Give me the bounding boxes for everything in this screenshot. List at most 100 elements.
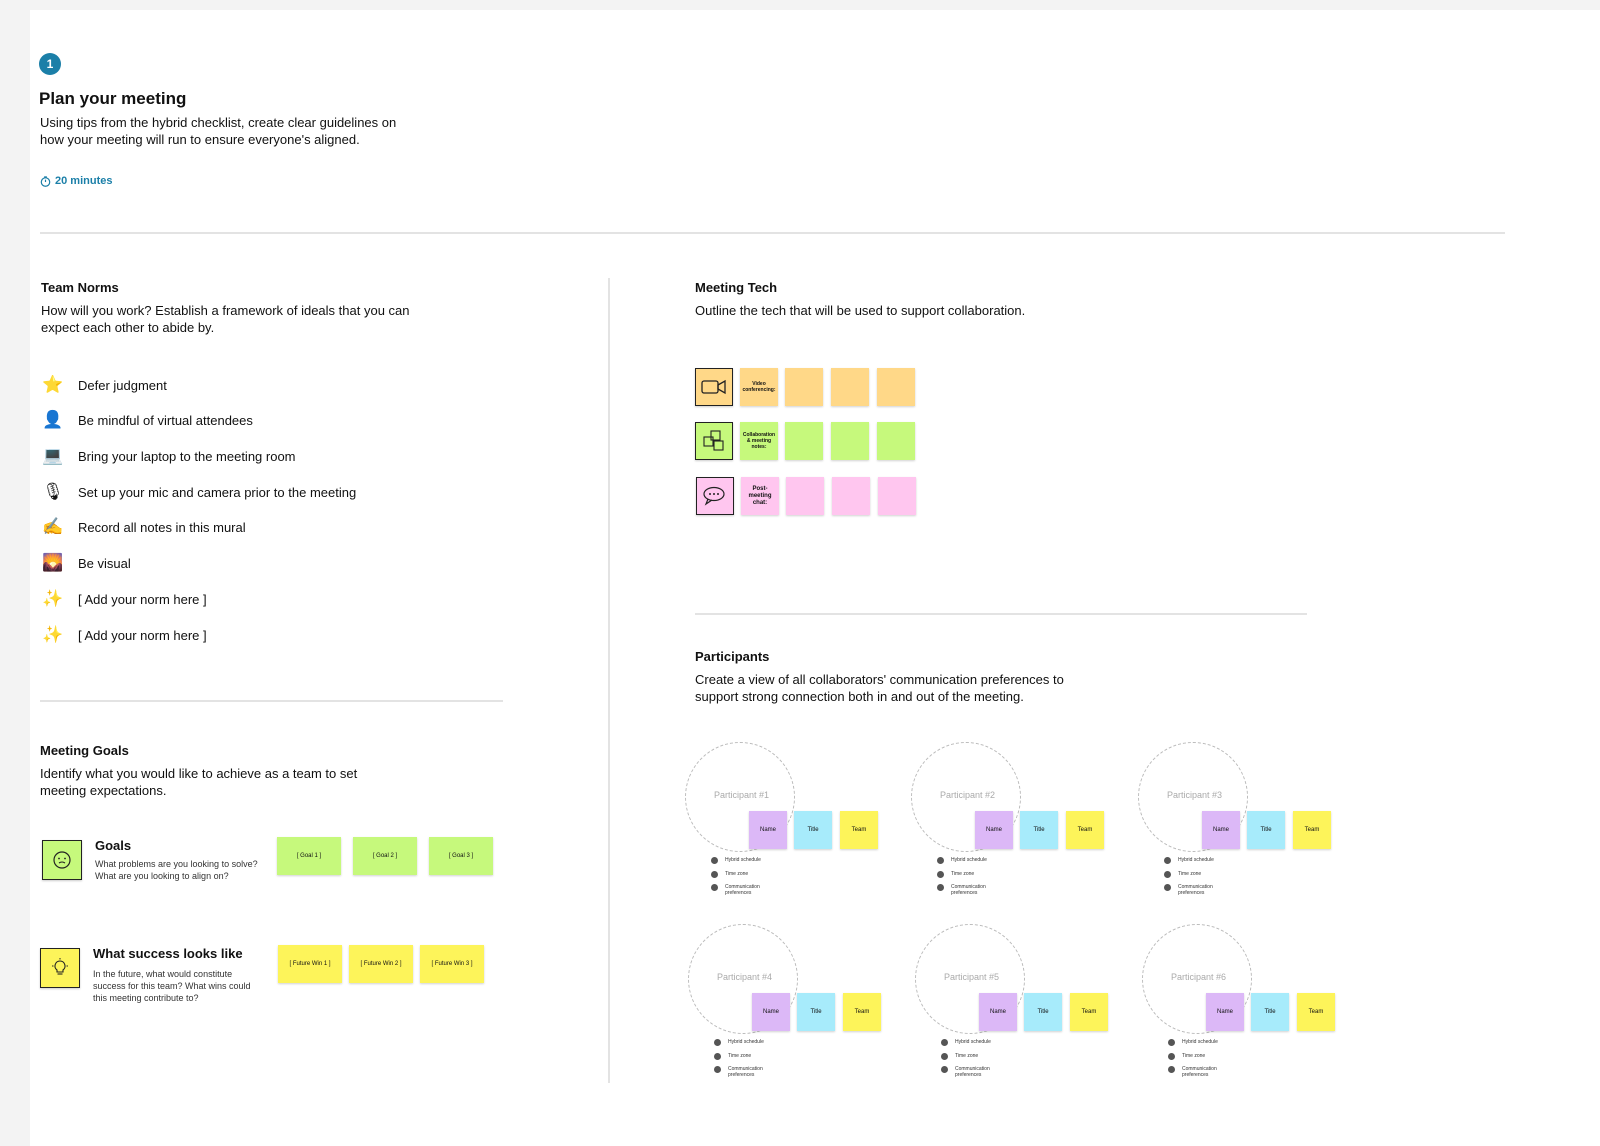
norm-item[interactable]: ✨ [ Add your norm here ] — [42, 588, 206, 610]
participant-title-sticky[interactable]: Title — [1020, 811, 1058, 849]
pref-communication: Communication preferences — [714, 1066, 766, 1078]
norm-item[interactable]: 💻 Bring your laptop to the meeting room — [42, 445, 295, 467]
page-title: Plan your meeting — [39, 89, 187, 108]
meeting-tech-title: Meeting Tech — [695, 280, 778, 295]
participant-name-text: Name — [1212, 826, 1229, 833]
tech-sticky[interactable] — [877, 368, 915, 406]
participant-team-sticky[interactable]: Team — [1293, 811, 1331, 849]
participant-team-text: Team — [1308, 1008, 1324, 1015]
calendar-icon — [1164, 857, 1171, 864]
goals-description: What problems are you looking to solve? … — [95, 859, 258, 881]
norm-label: Be visual — [78, 555, 131, 571]
success-icon-tile[interactable] — [40, 948, 80, 988]
participant-name-sticky[interactable]: Name — [1202, 811, 1240, 849]
mural-canvas[interactable]: 1 Plan your meeting Using tips from the … — [30, 10, 1600, 1146]
pref-communication-text: Communication preferences — [1182, 1066, 1217, 1078]
pref-timezone-text: Time zone — [951, 871, 975, 877]
participant-name-text: Name — [1216, 1008, 1233, 1015]
participant-title-sticky[interactable]: Title — [1247, 811, 1285, 849]
future-win-sticky[interactable]: [ Future Win 3 ] — [420, 945, 484, 983]
tech-label-sticky[interactable]: Video conferencing: — [740, 368, 778, 406]
norm-label: [ Add your norm here ] — [78, 627, 207, 643]
tech-sticky[interactable] — [877, 422, 915, 460]
tech-sticky[interactable] — [832, 477, 870, 515]
goals-icon-tile[interactable] — [42, 840, 82, 880]
pref-timezone-text: Time zone — [725, 871, 749, 877]
norm-label: Record all notes in this mural — [78, 519, 246, 535]
tech-label-sticky[interactable]: Collaboration & meeting notes: — [740, 422, 778, 460]
collaboration-icon — [703, 430, 724, 451]
tech-sticky[interactable] — [831, 368, 869, 406]
tech-label-sticky[interactable]: Post-meeting chat: — [741, 477, 779, 515]
team-norms-description-line-2: expect each other to abide by. — [41, 320, 215, 335]
tech-label-text: Collaboration & meeting notes: — [742, 432, 776, 450]
speech-icon — [937, 884, 944, 891]
norm-item[interactable]: ✨ [ Add your norm here ] — [42, 624, 207, 646]
globe-icon — [714, 1053, 721, 1060]
tech-sticky[interactable] — [785, 368, 823, 406]
participant-name-sticky[interactable]: Name — [979, 993, 1017, 1031]
participant-name-text: Name — [759, 826, 776, 833]
norm-item[interactable]: ✍ Record all notes in this mural — [42, 516, 246, 538]
participant-title-sticky[interactable]: Title — [1251, 993, 1289, 1031]
goal-sticky[interactable]: [ Goal 1 ] — [277, 837, 341, 875]
globe-icon — [941, 1053, 948, 1060]
participant-team-sticky[interactable]: Team — [1297, 993, 1335, 1031]
norm-item[interactable]: 🌄 Be visual — [42, 552, 131, 574]
participant-label: Participant #4 — [717, 972, 773, 982]
participant-title-sticky[interactable]: Title — [1024, 993, 1062, 1031]
pref-schedule-text: Hybrid schedule — [955, 1039, 991, 1045]
pref-communication-text: Communication preferences — [1178, 884, 1213, 896]
goal-sticky[interactable]: [ Goal 2 ] — [353, 837, 417, 875]
page-description-line-2: how your meeting will run to ensure ever… — [40, 132, 360, 147]
participant-title-sticky[interactable]: Title — [794, 811, 832, 849]
participant-title-text: Title — [807, 826, 819, 833]
tech-sticky[interactable] — [878, 477, 916, 515]
tech-sticky[interactable] — [831, 422, 869, 460]
norm-label: Be mindful of virtual attendees — [78, 412, 253, 428]
participant-name-sticky[interactable]: Name — [1206, 993, 1244, 1031]
future-win-sticky-text: [ Future Win 3 ] — [431, 960, 473, 967]
participant-name-sticky[interactable]: Name — [749, 811, 787, 849]
tech-sticky[interactable] — [786, 477, 824, 515]
participant-team-sticky[interactable]: Team — [1070, 993, 1108, 1031]
lightbulb-icon — [52, 958, 68, 975]
tech-sticky[interactable] — [785, 422, 823, 460]
participant-team-sticky[interactable]: Team — [1066, 811, 1104, 849]
participant-label: Participant #3 — [1167, 790, 1223, 800]
pref-schedule: Hybrid schedule — [714, 1039, 764, 1046]
step-badge: 1 — [39, 53, 61, 75]
success-title: What success looks like — [93, 946, 243, 961]
goal-sticky-text: [ Goal 2 ] — [372, 852, 398, 859]
participant-team-sticky[interactable]: Team — [840, 811, 878, 849]
participant-name-sticky[interactable]: Name — [752, 993, 790, 1031]
pref-communication: Communication preferences — [1168, 1066, 1220, 1078]
norm-item[interactable]: 👤 Be mindful of virtual attendees — [42, 409, 253, 431]
participant-avatar-circle — [915, 924, 1025, 1034]
participant-avatar-circle — [911, 742, 1021, 852]
pref-timezone-text: Time zone — [728, 1053, 752, 1059]
participants-description-line-1: Create a view of all collaborators' comm… — [695, 672, 1064, 687]
calendar-icon — [714, 1039, 721, 1046]
participant-team-text: Team — [1081, 1008, 1097, 1015]
future-win-sticky[interactable]: [ Future Win 1 ] — [278, 945, 342, 983]
calendar-icon — [941, 1039, 948, 1046]
video-camera-icon-tile[interactable] — [695, 368, 733, 406]
goal-sticky[interactable]: [ Goal 3 ] — [429, 837, 493, 875]
participant-name-sticky[interactable]: Name — [975, 811, 1013, 849]
participant-title-sticky[interactable]: Title — [797, 993, 835, 1031]
pref-timezone: Time zone — [937, 871, 974, 878]
pref-schedule: Hybrid schedule — [711, 857, 761, 864]
participant-label: Participant #2 — [940, 790, 996, 800]
pref-schedule-text: Hybrid schedule — [728, 1039, 764, 1045]
sparkles-icon: ✨ — [42, 589, 64, 608]
participant-team-sticky[interactable]: Team — [843, 993, 881, 1031]
norm-item[interactable]: 🎙 Set up your mic and camera prior to the… — [42, 481, 356, 503]
collaboration-icon-tile[interactable] — [695, 422, 733, 460]
future-win-sticky[interactable]: [ Future Win 2 ] — [349, 945, 413, 983]
norm-item[interactable]: ⭐ Defer judgment — [42, 374, 166, 396]
goal-sticky-text: [ Goal 1 ] — [296, 852, 322, 859]
pref-communication: Communication preferences — [937, 884, 989, 896]
pref-schedule: Hybrid schedule — [1164, 857, 1214, 864]
chat-bubble-icon-tile[interactable] — [696, 477, 734, 515]
